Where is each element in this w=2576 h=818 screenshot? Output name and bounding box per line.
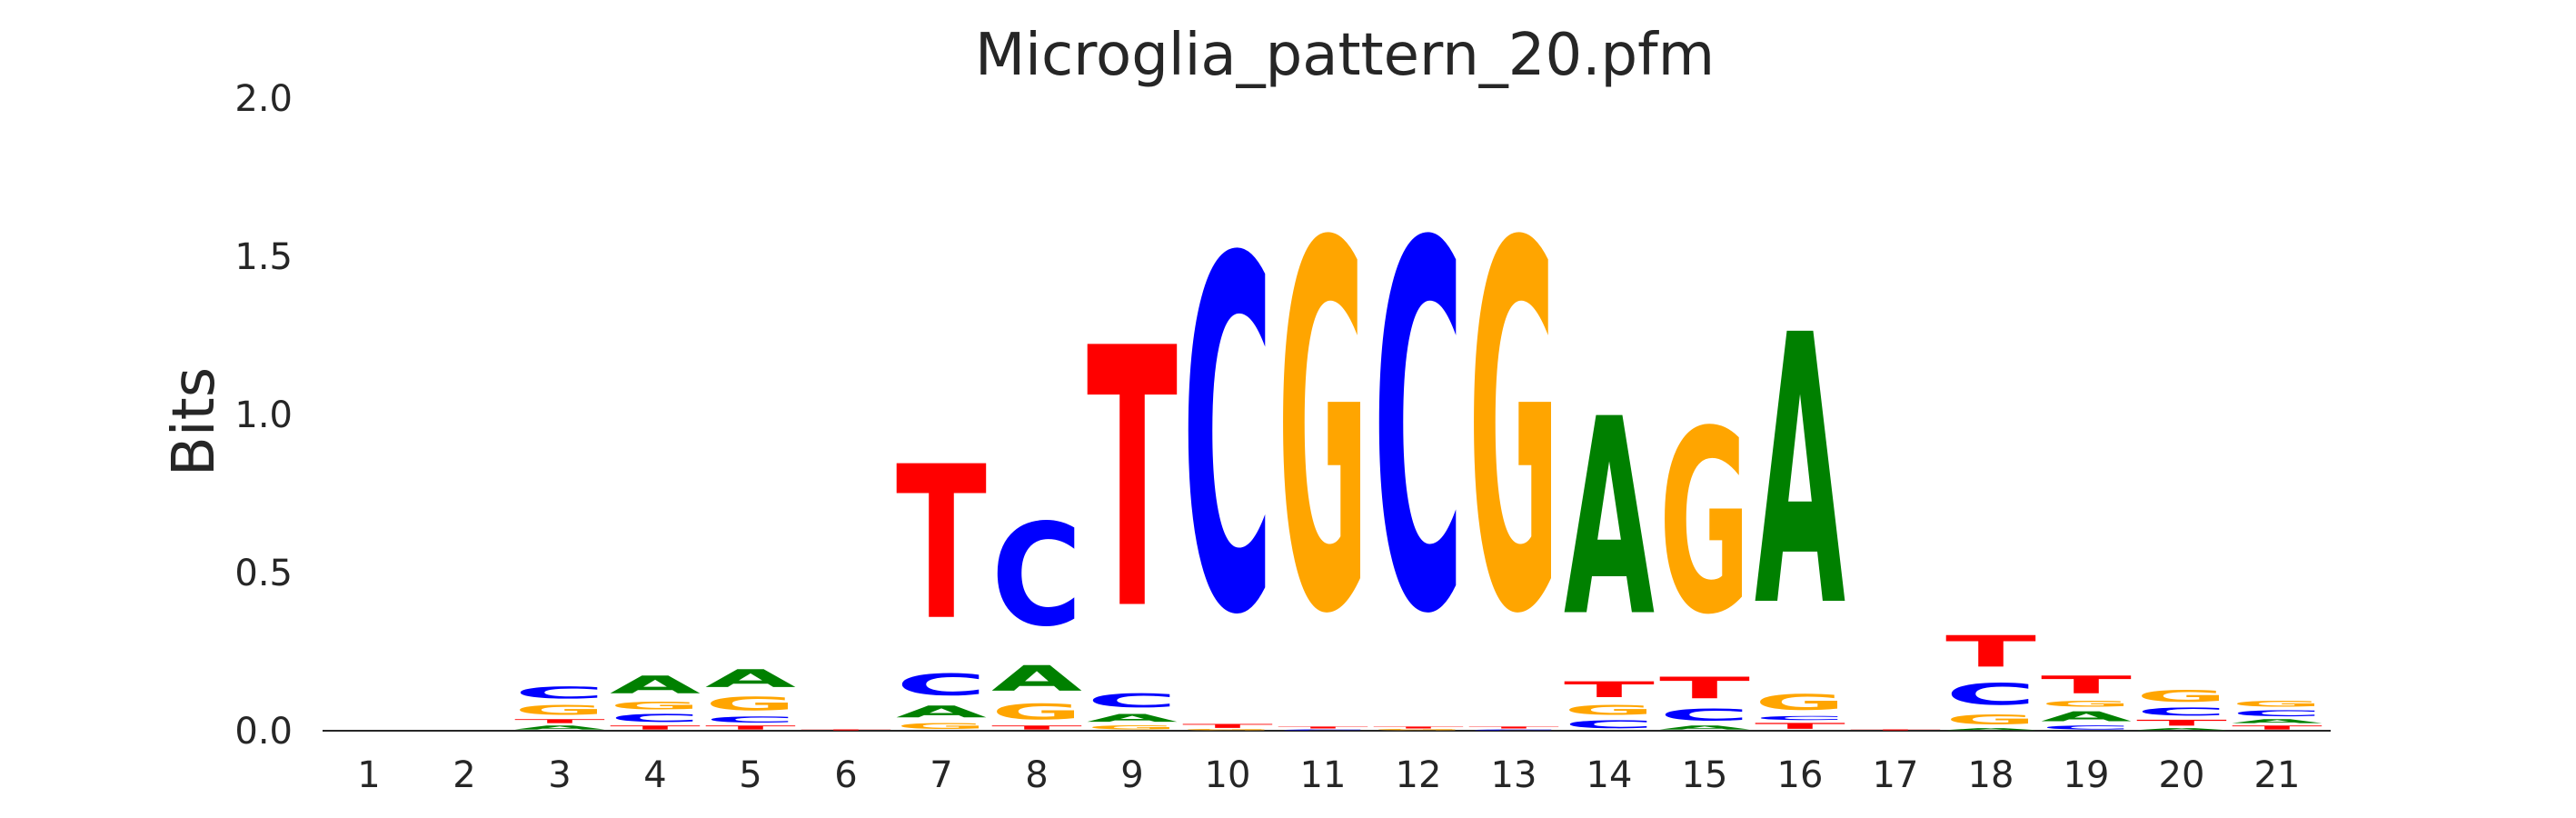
logo-letter-t: T [514,718,605,724]
x-tick-label: 18 [1968,754,2014,796]
x-tick-label: 3 [548,754,571,796]
x-tick-label: 8 [1025,754,1048,796]
logo-letter-c: C [2136,705,2227,718]
logo-letter-c: C [991,495,1082,658]
y-tick-label: 0.5 [234,553,293,594]
logo-letter-t: T [1850,729,1941,731]
x-tick-label: 9 [1120,754,1143,796]
x-tick-label: 13 [1491,754,1537,796]
x-tick-label: 16 [1777,754,1824,796]
logo-letter-a: A [1755,257,1846,689]
logo-letter-t: T [1659,671,1750,705]
y-tick-label: 0.0 [234,711,293,753]
x-tick-label: 1 [357,754,380,796]
y-axis-ticks: 0.0 0.5 1.0 1.5 2.0 [234,78,293,753]
logo-letter-a: A [1659,724,1750,731]
logo-letter-t: T [1182,723,1273,729]
logo-letter-t: T [896,422,987,667]
logo-letter-g: G [1468,140,1559,725]
logo-letter-a: A [2232,718,2322,724]
logo-letter-t: T [1468,726,1559,729]
x-tick-label: 2 [453,754,475,796]
logo-letter-g: G [1564,703,1655,718]
logo-letter-g: G [2041,699,2132,708]
logo-letter-g: G [991,699,1082,724]
logo-letter-g: G [896,722,987,731]
logo-letter-g: G [1755,690,1845,715]
y-tick-label: 1.5 [234,236,293,278]
logo-letter-g: G [1182,729,1273,731]
logo-letter-c: C [1755,715,1845,722]
x-tick-label: 20 [2159,754,2205,796]
logo-letter-g: G [514,703,605,718]
logo-letter-t: T [705,724,796,731]
logo-letter-t: T [2041,671,2132,699]
x-tick-label: 7 [930,754,952,796]
logo-letter-c: C [1564,718,1655,731]
logo-letter-c: C [1945,677,2036,712]
logo-letter-t: T [991,724,1082,731]
logo-letter-t: T [1373,726,1464,729]
logo-letter-a: A [514,724,605,731]
logo-letter-a: A [610,671,701,699]
logo-letter-t: T [2232,724,2322,731]
x-tick-label: 21 [2254,754,2301,796]
logo-letter-a: A [896,703,987,722]
chart-title: Microglia_pattern_20.pfm [975,22,1715,89]
logo-letter-c: C [1468,729,1559,731]
logo-letter-t: T [1564,677,1656,703]
logo-letter-t: T [1945,626,2036,676]
logo-letter-g: G [2136,686,2227,705]
logo-letter-t: T [2136,718,2227,727]
logo-letter-a: A [991,658,1082,699]
x-tick-label: 6 [834,754,857,796]
logo-letter-c: C [1182,157,1273,722]
logo-letter-c: C [2041,724,2132,731]
logo-letter-a: A [1945,728,2036,731]
logo-letter-c: C [610,712,701,724]
y-tick-label: 1.0 [234,394,293,436]
logo-letter-a: A [705,664,796,693]
logo-letter-c: C [514,683,605,703]
logo-letter-a: A [2136,728,2227,731]
y-tick-label: 2.0 [234,78,293,120]
logo-letter-t: T [1755,722,1845,731]
x-tick-label: 11 [1300,754,1347,796]
logo-letter-g: G [1659,379,1750,671]
logo-letter-c: C [1659,705,1750,724]
x-tick-label: 4 [643,754,666,796]
logo-letter-a: A [1087,712,1178,724]
logo-letter-c: C [1373,140,1464,725]
logo-letter-c: C [2232,709,2322,718]
logo-letter-c: C [1278,729,1368,731]
logo-letter-t: T [610,724,701,731]
logo-letter-t: T [1278,726,1368,729]
logo-letter-c: C [896,668,987,703]
logo-letter-g: G [705,693,796,714]
logo-letter-t: T [801,729,891,731]
logo-letter-t: T [1087,273,1179,688]
logo-letter-c: C [705,715,796,724]
x-tick-label: 12 [1396,754,1442,796]
logo-letter-a: A [2041,709,2132,724]
x-tick-label: 19 [2064,754,2110,796]
logo-letter-g: G [1087,724,1178,731]
x-tick-label: 14 [1586,754,1633,796]
x-tick-label: 15 [1682,754,1728,796]
logo-letter-c: C [1087,690,1178,712]
logo-letter-a: A [1564,362,1655,676]
x-axis-ticks: 1 2 3 4 5 6 7 8 9 10 11 12 13 14 15 16 17 18 19 20 21 [357,754,2300,796]
logo-letter-g: G [610,699,701,712]
x-tick-label: 17 [1873,754,1919,796]
logo-letter-g: G [1278,140,1368,725]
logo-letter-g: G [1945,712,2036,727]
x-tick-label: 10 [1205,754,1251,796]
x-tick-label: 5 [739,754,761,796]
logo-letter-g: G [2232,699,2322,708]
logo-letter-g: G [1373,729,1464,731]
y-axis-label: Bits [161,367,228,476]
